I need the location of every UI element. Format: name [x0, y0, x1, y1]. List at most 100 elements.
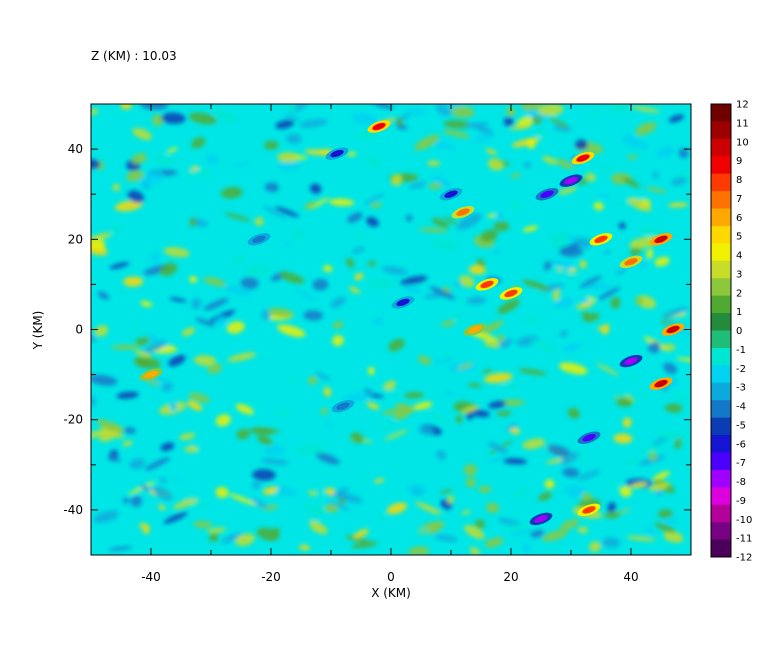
colorbar-tick-label: -4	[736, 402, 746, 413]
texture-blob	[360, 474, 369, 483]
texture-blob	[640, 445, 666, 453]
feature-core	[576, 154, 590, 162]
colorbar-tick-label: -9	[736, 496, 746, 507]
texture-blob	[661, 519, 680, 524]
texture-blob	[97, 291, 110, 300]
texture-blob	[492, 248, 501, 255]
texture-blob	[665, 403, 683, 413]
texture-blob	[538, 492, 553, 501]
texture-blob	[585, 172, 596, 182]
colorbar-tick-label: 4	[736, 251, 742, 262]
texture-blob	[453, 311, 461, 322]
texture-blob	[487, 442, 509, 454]
y-axis-label: Y (KM)	[31, 311, 45, 351]
texture-blob	[384, 429, 409, 441]
texture-blob	[523, 161, 531, 169]
texture-blob	[505, 423, 518, 432]
texture-blob	[417, 355, 432, 365]
texture-blob	[493, 221, 510, 232]
texture-blob	[161, 112, 186, 124]
texture-blob	[503, 458, 528, 465]
texture-blob	[274, 206, 300, 218]
texture-blob	[579, 275, 602, 288]
texture-blob	[220, 186, 243, 199]
texture-blob	[446, 495, 455, 504]
texture-blob	[431, 175, 452, 188]
texture-blob	[619, 485, 632, 497]
texture-blob	[294, 289, 318, 302]
texture-blob	[114, 200, 143, 212]
texture-blob	[622, 417, 632, 428]
texture-blob	[575, 139, 588, 150]
texture-blob	[134, 350, 152, 358]
texture-blob	[161, 382, 174, 392]
texture-blob	[138, 171, 165, 186]
texture-blob	[485, 502, 500, 513]
texture-blob	[127, 190, 145, 203]
chart-title: Z (KM) : 10.03	[91, 49, 177, 63]
texture-blob	[510, 529, 532, 536]
texture-blob	[497, 299, 520, 314]
texture-blob	[163, 512, 188, 524]
texture-blob	[451, 106, 475, 118]
texture-blob	[188, 392, 211, 403]
texture-blob	[275, 119, 295, 130]
colorbar-tick-label: -5	[736, 420, 746, 431]
texture-blob	[418, 425, 434, 436]
colorbar-segment	[711, 469, 731, 488]
texture-blob	[277, 152, 300, 163]
colorbar-tick-label: 8	[736, 175, 742, 186]
texture-blob	[140, 104, 169, 110]
texture-blob	[323, 387, 332, 397]
texture-blob	[646, 248, 654, 260]
texture-blob	[386, 418, 399, 425]
feature-core	[480, 280, 494, 289]
texture-blob	[249, 427, 276, 435]
texture-blob	[654, 522, 676, 533]
texture-blob	[130, 495, 142, 507]
texture-blob	[429, 286, 456, 300]
texture-blob	[443, 216, 459, 226]
texture-blob	[624, 459, 641, 465]
feature-core	[594, 235, 608, 243]
texture-blob	[185, 171, 196, 179]
colorbar-segment	[711, 104, 731, 122]
texture-blob	[235, 403, 254, 415]
texture-blob	[618, 222, 626, 230]
texture-blob	[522, 225, 539, 232]
texture-blob	[342, 392, 372, 402]
texture-blob	[366, 216, 379, 227]
texture-blob	[276, 409, 291, 417]
texture-blob	[483, 372, 513, 384]
texture-blob	[252, 481, 261, 490]
texture-blob	[327, 501, 350, 510]
texture-blob	[91, 159, 101, 169]
plot-area	[91, 104, 691, 555]
texture-blob	[109, 262, 130, 270]
texture-blob	[120, 104, 132, 110]
texture-blob	[316, 487, 324, 499]
colorbar-segment	[711, 208, 731, 227]
texture-blob	[661, 307, 689, 319]
feature-core	[540, 190, 554, 198]
texture-blob	[655, 490, 663, 496]
texture-blob	[438, 349, 454, 359]
texture-blob	[298, 544, 311, 551]
texture-blob	[596, 363, 619, 376]
texture-blob	[367, 366, 375, 376]
texture-blob	[152, 486, 173, 501]
texture-blob	[444, 391, 455, 397]
colorbar-segment	[711, 121, 731, 140]
texture-blob	[465, 477, 476, 488]
texture-blob	[381, 266, 408, 275]
texture-blob	[150, 252, 161, 264]
texture-blob	[457, 362, 474, 370]
texture-blob	[652, 471, 671, 481]
texture-blob	[168, 355, 186, 367]
texture-blob	[593, 202, 604, 211]
texture-blob	[190, 166, 199, 171]
texture-blob	[654, 256, 670, 267]
texture-blob	[622, 177, 640, 188]
texture-blob	[364, 155, 382, 168]
colorbar-tick-label: 12	[736, 100, 749, 111]
